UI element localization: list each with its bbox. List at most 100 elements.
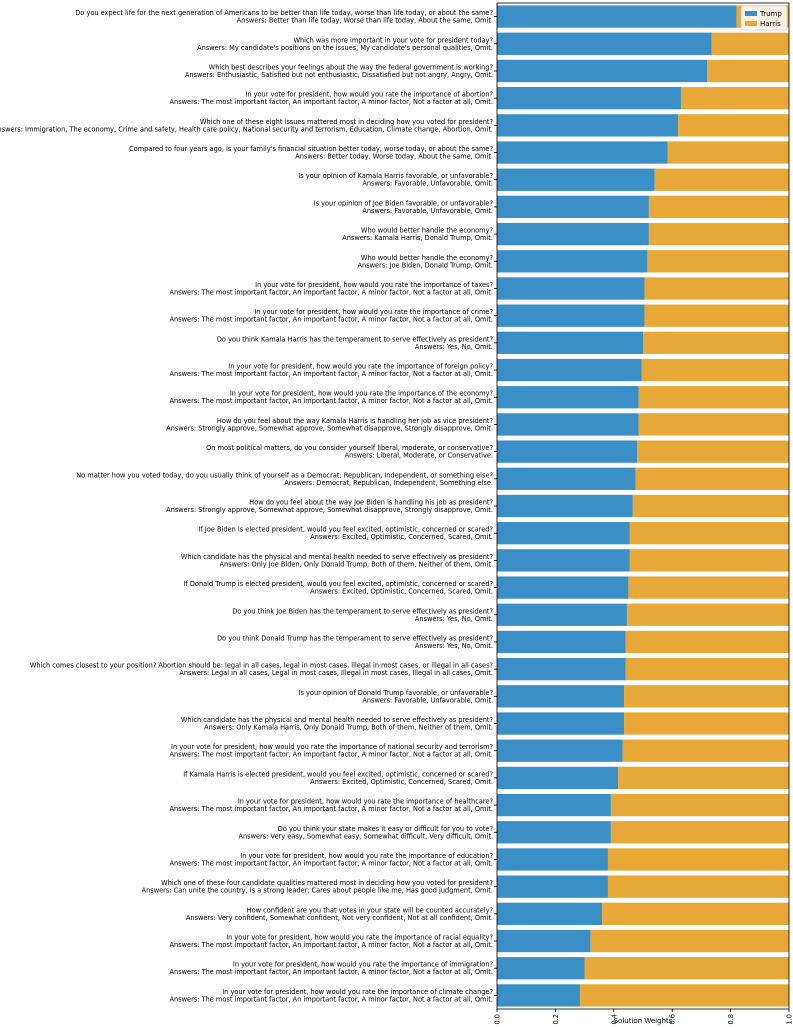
category-answers: Answers: Liberal, Moderate, or Conservat… — [345, 452, 493, 460]
bar-trump — [497, 766, 619, 790]
bar-harris — [625, 630, 789, 654]
bar-trump — [497, 32, 712, 55]
plot-frame — [496, 2, 790, 1010]
bar-trump — [497, 522, 630, 545]
bar-harris — [632, 494, 789, 518]
category-answers: Answers: The most important factor, An i… — [170, 98, 493, 106]
category-answers: Answers: Very easy, Somewhat easy, Somew… — [238, 832, 493, 840]
bar-trump — [497, 576, 629, 599]
bar-trump — [497, 168, 655, 191]
category-question: In your vote for president, how would yo… — [255, 281, 493, 289]
bar-harris — [629, 522, 789, 545]
category-question: How confident are you that votes in your… — [247, 906, 494, 914]
category-question: Do you think Donald Trump has the temper… — [217, 634, 493, 642]
category-answers: Answers: The most important factor, An i… — [170, 968, 493, 976]
category-answers: Answers: Immigration, The economy, Crime… — [0, 125, 493, 133]
bar-harris — [622, 739, 789, 762]
category-answers: Answers: Yes, No, Omit. — [415, 642, 493, 650]
bar-harris — [624, 712, 789, 735]
category-question: Which was more important in your vote fo… — [293, 36, 493, 44]
bar-harris — [648, 195, 789, 219]
bar-trump — [497, 413, 639, 436]
bar-harris — [584, 957, 789, 980]
category-question: In your vote for president, how would yo… — [238, 798, 494, 806]
category-answers: Answers: The most important factor, An i… — [170, 995, 493, 1003]
category-answers: Answers: Better than life today, Worse t… — [237, 17, 493, 25]
x-tick-label: 0.0 — [494, 1014, 502, 1025]
bar-trump — [497, 114, 679, 137]
category-question: Is your opinion of Kamala Harris favorab… — [298, 172, 493, 180]
category-answers: Answers: The most important factor, An i… — [170, 288, 493, 296]
bar-trump — [497, 821, 611, 844]
bar-harris — [607, 875, 789, 898]
category-answers: Answers: Excited, Optimistic, Concerned,… — [310, 778, 493, 786]
bar-harris — [610, 793, 789, 817]
bar-harris — [628, 576, 789, 599]
bar-harris — [624, 685, 789, 708]
bar-trump — [497, 141, 668, 164]
category-answers: Answers: The most important factor, An i… — [170, 370, 493, 378]
bar-trump — [497, 5, 737, 28]
category-answers: Answers: Strongly approve, Somewhat appr… — [166, 506, 493, 514]
x-tick-label: 0.8 — [727, 1014, 735, 1025]
bar-harris — [643, 331, 789, 355]
bar-trump — [497, 957, 585, 980]
bar-harris — [641, 358, 789, 382]
bar-trump — [497, 358, 642, 382]
category-question: If Joe Biden is elected president, would… — [199, 526, 494, 534]
category-answers: Answers: Legal in all cases, Legal in mo… — [179, 669, 493, 677]
bar-trump — [497, 848, 608, 871]
bar-trump — [497, 630, 626, 654]
bar-harris — [629, 549, 789, 572]
bar-trump — [497, 250, 648, 273]
bar-harris — [647, 250, 789, 273]
bar-trump — [497, 793, 611, 817]
category-question: Do you expect life for the next generati… — [75, 9, 493, 17]
bar-trump — [497, 331, 643, 355]
bar-trump — [497, 549, 630, 572]
category-answers: Answers: The most important factor, An i… — [170, 316, 493, 324]
bar-trump — [497, 87, 681, 110]
category-question: Which candidate has the physical and men… — [181, 553, 494, 561]
category-question: Is your opinion of Donald Trump favorabl… — [299, 689, 494, 697]
category-question: In your vote for president, how would yo… — [228, 363, 493, 371]
legend: Trump Harris — [740, 5, 788, 31]
bar-trump — [497, 440, 638, 463]
bar-harris — [626, 603, 789, 626]
x-axis-ticks: 0.0 0.2 0.4 0.6 0.8 1.0 — [494, 1009, 793, 1025]
bar-harris — [635, 467, 789, 490]
bar-trump — [497, 277, 645, 300]
bar-trump — [497, 59, 708, 83]
category-answers: Answers: Kamala Harris, Donald Trump, Om… — [342, 234, 493, 242]
category-answers: Answers: The most important factor, An i… — [170, 805, 493, 813]
category-question: How do you feel about the way Joe Biden … — [249, 499, 493, 507]
x-tick-label: 1.0 — [786, 1014, 793, 1025]
bar-trump — [497, 685, 625, 708]
bar-harris — [580, 984, 789, 1007]
category-answers: Answers: Favorable, Unfavorable, Omit. — [362, 207, 493, 215]
bar-harris — [644, 277, 789, 300]
category-answers: Answers: The most important factor, An i… — [170, 941, 493, 949]
category-answers: Answers: Democrat, Republican, Independe… — [284, 479, 493, 487]
category-answers: Answers: Only Kamala Harris, Only Donald… — [204, 724, 493, 732]
bar-harris — [644, 304, 789, 327]
category-question: In your vote for president, how would yo… — [171, 743, 493, 751]
category-question: Which one of these four candidate qualit… — [161, 879, 493, 887]
bar-harris — [648, 222, 789, 246]
bar-harris — [638, 386, 789, 409]
category-answers: Answers: Only Joe Biden, Only Donald Tru… — [220, 560, 494, 568]
x-tick-label: 0.6 — [669, 1014, 677, 1025]
category-question: Which one of these eight issues mattered… — [200, 118, 494, 126]
category-question: If Donald Trump is elected president, wo… — [183, 580, 493, 588]
category-answers: Answers: Can unite the country, Is a str… — [142, 887, 493, 895]
category-answers: Answers: Favorable, Unfavorable, Omit. — [362, 696, 493, 704]
bar-trump — [497, 494, 633, 518]
bar-trump — [497, 603, 627, 626]
x-axis-label: Solution Weights — [614, 1017, 673, 1025]
category-answers: Answers: Excited, Optimistic, Concerned,… — [310, 588, 493, 596]
bar-harris — [590, 929, 789, 953]
bar-harris — [637, 440, 789, 463]
category-question: Who would better handle the economy? — [361, 227, 494, 235]
category-answers: Answers: Strongly approve, Somewhat appr… — [166, 424, 493, 432]
category-question: On most political matters, do you consid… — [206, 444, 493, 452]
